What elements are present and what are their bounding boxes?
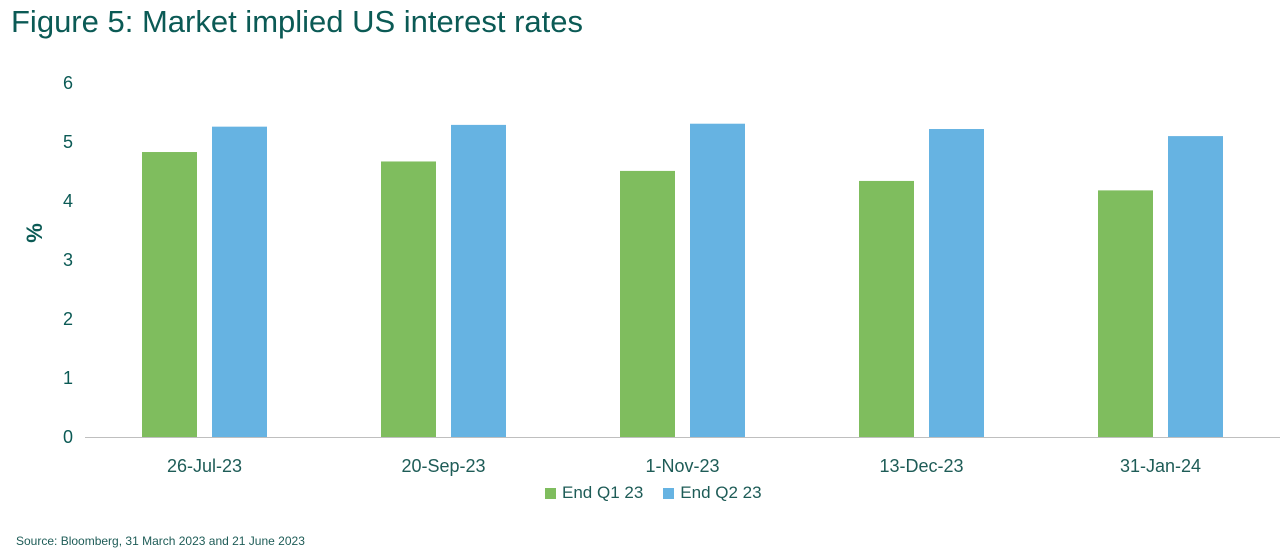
y-tick-label: 2 xyxy=(63,309,73,329)
bar-end-q2-23 xyxy=(690,123,745,438)
bar-end-q1-23 xyxy=(381,161,436,437)
bar-end-q1-23 xyxy=(142,152,197,437)
bar-end-q2-23 xyxy=(1168,136,1223,437)
x-tick-label: 31-Jan-24 xyxy=(1120,456,1201,476)
legend-item-q2: End Q2 23 xyxy=(663,483,762,503)
legend-label-q1: End Q1 23 xyxy=(562,483,644,502)
x-axis-ticks: 26-Jul-23 20-Sep-23 1-Nov-23 13-Dec-23 31-Ja… xyxy=(167,456,1201,476)
y-tick-label: 6 xyxy=(63,73,73,93)
y-tick-label: 5 xyxy=(63,132,73,152)
bar-end-q1-23 xyxy=(859,180,914,437)
y-tick-label: 4 xyxy=(63,191,73,211)
legend: End Q1 23 End Q2 23 xyxy=(545,483,782,503)
chart-title: Figure 5: Market implied US interest rat… xyxy=(11,4,583,39)
bar-group xyxy=(142,123,1223,438)
legend-swatch-q1 xyxy=(545,487,556,499)
bar-end-q2-23 xyxy=(451,124,506,437)
y-tick-label: 1 xyxy=(63,368,73,388)
x-tick-label: 13-Dec-23 xyxy=(879,456,963,476)
bar-end-q2-23 xyxy=(212,126,267,437)
legend-swatch-q2 xyxy=(663,487,675,499)
y-tick-label: 0 xyxy=(63,427,73,447)
legend-item-q1: End Q1 23 xyxy=(545,483,643,503)
y-axis-ticks: 0 1 2 3 4 5 6 xyxy=(63,73,73,447)
bar-end-q2-23 xyxy=(929,129,984,437)
y-tick-label: 3 xyxy=(63,250,73,270)
legend-label-q2: End Q2 23 xyxy=(680,483,762,502)
x-tick-label: 26-Jul-23 xyxy=(167,456,242,476)
bar-end-q1-23 xyxy=(1098,190,1153,437)
x-tick-label: 1-Nov-23 xyxy=(645,456,719,476)
y-axis-label: % xyxy=(22,223,47,243)
x-tick-label: 20-Sep-23 xyxy=(401,456,485,476)
bar-end-q1-23 xyxy=(620,170,675,437)
source-note: Source: Bloomberg, 31 March 2023 and 21 … xyxy=(16,534,305,548)
